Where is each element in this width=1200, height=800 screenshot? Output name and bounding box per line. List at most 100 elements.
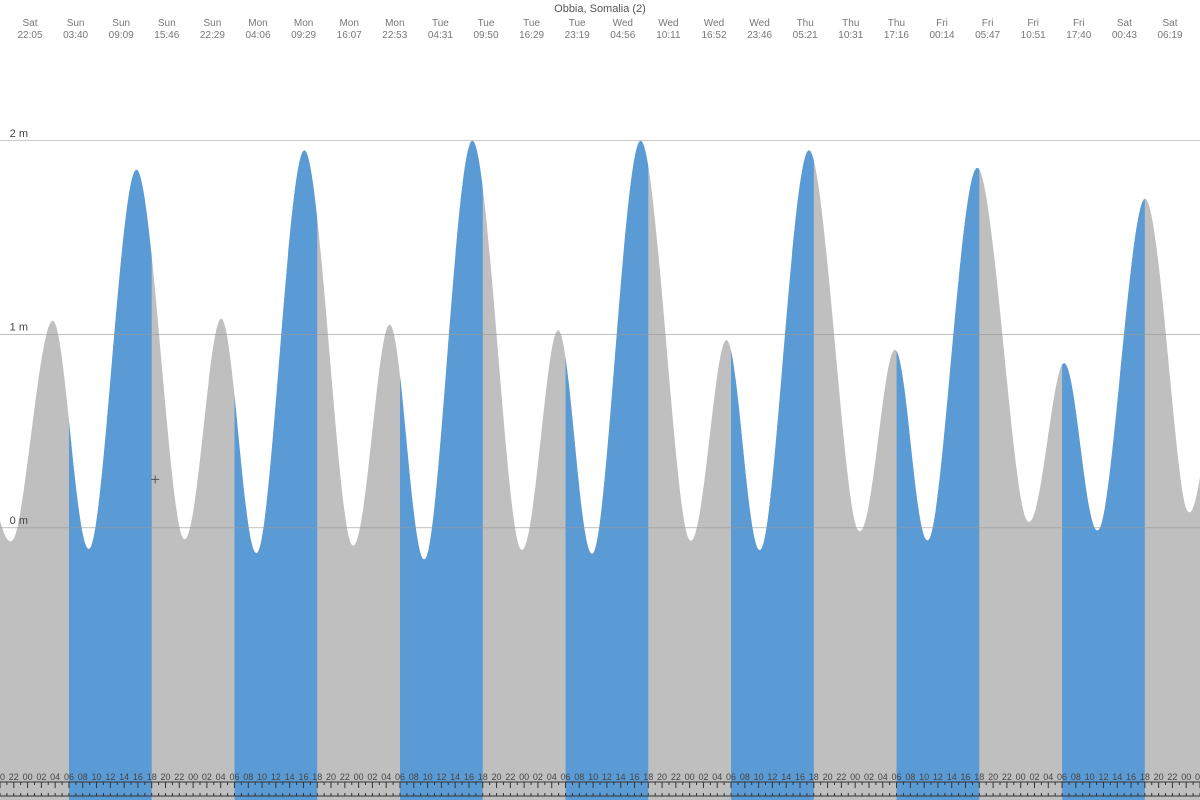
x-axis-label: 02: [864, 772, 874, 782]
x-axis-label: 16: [298, 772, 308, 782]
x-axis-label: 00: [188, 772, 198, 782]
time-label-day: Mon: [294, 18, 313, 29]
x-axis-label: 16: [1126, 772, 1136, 782]
x-axis-label: 12: [933, 772, 943, 782]
x-axis-label: 14: [119, 772, 129, 782]
x-axis-label: 20: [1154, 772, 1164, 782]
time-label-time: 10:31: [838, 30, 863, 41]
x-axis-label: 00: [1181, 772, 1191, 782]
time-label-time: 04:31: [428, 30, 453, 41]
time-label-day: Sat: [22, 18, 37, 29]
x-axis-label: 06: [64, 772, 74, 782]
x-axis-label: 18: [147, 772, 157, 782]
x-axis-label: 02: [533, 772, 543, 782]
time-label-time: 23:19: [565, 30, 590, 41]
x-axis-label: 10: [588, 772, 598, 782]
x-axis-label: 18: [809, 772, 819, 782]
x-axis-label: 04: [712, 772, 722, 782]
x-axis-label: 18: [643, 772, 653, 782]
x-axis-label: 18: [974, 772, 984, 782]
time-label-time: 17:16: [884, 30, 909, 41]
time-label-day: Wed: [658, 18, 678, 29]
x-axis-label: 08: [78, 772, 88, 782]
x-axis-label: 10: [1085, 772, 1095, 782]
x-axis-label: 04: [381, 772, 391, 782]
x-axis-label: 20: [492, 772, 502, 782]
x-axis-label: 22: [836, 772, 846, 782]
x-axis-label: 16: [133, 772, 143, 782]
x-axis-label: 02: [1029, 772, 1039, 782]
x-axis-label: 04: [878, 772, 888, 782]
time-label-time: 04:56: [610, 30, 635, 41]
x-axis-label: 00: [1016, 772, 1026, 782]
time-label-time: 04:06: [245, 30, 270, 41]
x-axis-label: 12: [436, 772, 446, 782]
y-axis-label: 2 m: [10, 128, 28, 140]
time-label-day: Tue: [569, 18, 586, 29]
x-axis-label: 20: [988, 772, 998, 782]
x-axis-label: 22: [1167, 772, 1177, 782]
x-axis-label: 00: [23, 772, 33, 782]
time-label-time: 16:29: [519, 30, 544, 41]
time-label-day: Fri: [1073, 18, 1085, 29]
x-axis-label: 08: [574, 772, 584, 782]
time-label-day: Sun: [112, 18, 130, 29]
x-axis-label: 18: [478, 772, 488, 782]
time-label-day: Sun: [67, 18, 85, 29]
chart-title: Obbia, Somalia (2): [554, 3, 646, 15]
tide-chart: 0 m1 m2 mObbia, Somalia (2)Sat22:05Sun03…: [0, 0, 1200, 800]
x-axis-label: 02: [698, 772, 708, 782]
x-axis-label: 12: [105, 772, 115, 782]
x-axis-label: 22: [340, 772, 350, 782]
x-axis-label: 22: [9, 772, 19, 782]
x-axis-label: 10: [92, 772, 102, 782]
time-label-time: 09:09: [109, 30, 134, 41]
time-label-time: 15:46: [154, 30, 179, 41]
x-axis-label: 20: [326, 772, 336, 782]
x-axis-label: 10: [257, 772, 267, 782]
x-axis-label: 02: [367, 772, 377, 782]
x-axis-label: 06: [1057, 772, 1067, 782]
time-label-time: 16:07: [337, 30, 362, 41]
x-axis-label: 04: [1043, 772, 1053, 782]
x-axis-label: 14: [616, 772, 626, 782]
time-label-time: 10:51: [1021, 30, 1046, 41]
time-label-time: 03:40: [63, 30, 88, 41]
time-label-time: 06:19: [1157, 30, 1182, 41]
x-axis-label: 14: [285, 772, 295, 782]
x-axis-label: 00: [519, 772, 529, 782]
x-axis-label: 12: [602, 772, 612, 782]
x-axis-label: 22: [174, 772, 184, 782]
x-axis-label: 02: [36, 772, 46, 782]
x-axis-label: 22: [505, 772, 515, 782]
time-label-time: 00:43: [1112, 30, 1137, 41]
time-label-time: 22:29: [200, 30, 225, 41]
x-axis-label: 00: [685, 772, 695, 782]
time-label-day: Wed: [704, 18, 724, 29]
time-label-time: 05:47: [975, 30, 1000, 41]
time-label-day: Tue: [478, 18, 495, 29]
x-axis-label: 20: [657, 772, 667, 782]
time-label-time: 16:52: [701, 30, 726, 41]
time-label-time: 00:14: [929, 30, 954, 41]
time-label-time: 22:05: [17, 30, 42, 41]
time-label-day: Tue: [523, 18, 540, 29]
y-axis-label: 0 m: [10, 515, 28, 527]
x-axis-label: 08: [243, 772, 253, 782]
x-axis-label: 00: [354, 772, 364, 782]
x-axis-label: 00: [850, 772, 860, 782]
x-axis-label: 20: [161, 772, 171, 782]
x-axis-label: 02: [202, 772, 212, 782]
time-label-day: Sat: [1162, 18, 1177, 29]
time-label-day: Fri: [1027, 18, 1039, 29]
time-label-day: Sun: [158, 18, 176, 29]
time-label-day: Wed: [749, 18, 769, 29]
x-axis-label: 06: [229, 772, 239, 782]
x-axis-label: 10: [754, 772, 764, 782]
x-axis-label: 12: [271, 772, 281, 782]
time-label-day: Wed: [613, 18, 633, 29]
x-axis-label: 08: [409, 772, 419, 782]
x-axis-label: 14: [450, 772, 460, 782]
time-label-day: Mon: [339, 18, 358, 29]
x-axis-label: 14: [1112, 772, 1122, 782]
